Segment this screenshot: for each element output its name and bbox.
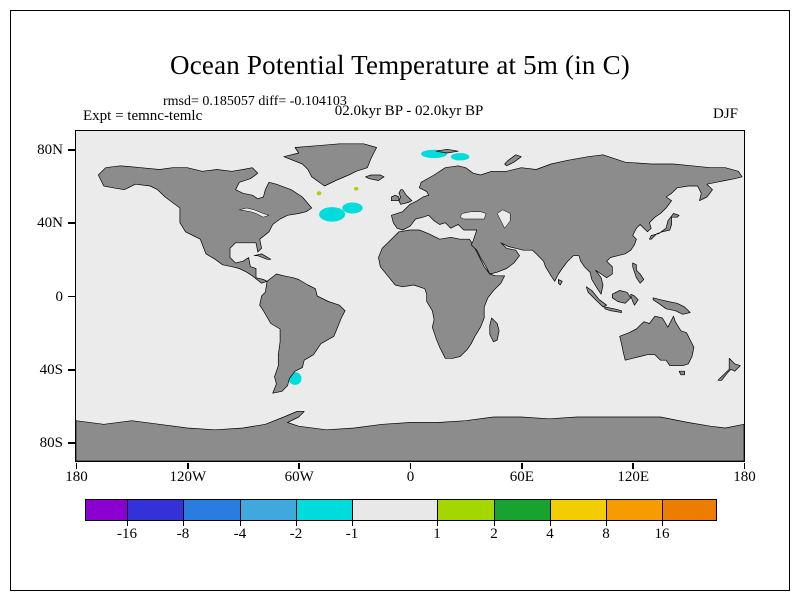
lon-tick — [632, 463, 634, 469]
lat-tick-label: 40S — [39, 361, 63, 378]
lon-tick-label: 0 — [406, 469, 415, 485]
landmass — [391, 194, 400, 202]
landmass — [489, 317, 500, 343]
landmass — [619, 315, 695, 367]
lon-tick-label: 60W — [284, 469, 314, 485]
anomaly-patch — [342, 202, 363, 214]
colorbar-tick-label: 2 — [490, 526, 498, 542]
colorbar-tick — [493, 521, 495, 526]
latitude-axis: 80N 40N 0 40S 80S — [0, 0, 69, 600]
colorbar-segment — [297, 500, 353, 520]
lon-tick-label: 180 — [733, 469, 756, 485]
colorbar-segment — [663, 500, 716, 520]
lon-tick — [298, 463, 300, 469]
world-map-svg — [76, 131, 744, 461]
period-label: 02.0kyr BP - 02.0kyr BP — [334, 103, 484, 119]
colorbar-segment — [184, 500, 241, 520]
lon-tick — [743, 463, 746, 469]
colorbar-tick — [239, 521, 241, 526]
lat-tick — [68, 369, 75, 371]
landmass — [253, 253, 272, 260]
lat-tick-label: 80N — [37, 141, 63, 158]
lat-tick — [68, 222, 75, 224]
lon-tick — [75, 463, 78, 469]
lon-tick — [187, 463, 189, 469]
colorbar-tick — [182, 521, 184, 526]
experiment-label: Expt = temnc-temlc — [83, 108, 203, 124]
landmass — [649, 213, 680, 240]
landmass — [365, 174, 385, 181]
inland-sea — [459, 211, 487, 220]
colorbar-segment — [128, 500, 184, 520]
anomaly-patch — [316, 191, 322, 196]
colorbar — [85, 499, 717, 521]
map-frame — [75, 130, 745, 462]
lon-tick-label: 180 — [65, 469, 88, 485]
colorbar-tick-label: -1 — [345, 526, 359, 542]
colorbar-segment — [607, 500, 663, 520]
landmass — [378, 229, 505, 359]
colorbar-tick-label: 16 — [654, 526, 670, 542]
landmass — [398, 189, 413, 205]
longitude-axis: 180 120W 60W 0 60E 120E 180 — [0, 469, 800, 489]
colorbar-segment — [495, 500, 551, 520]
lon-tick-label: 120E — [617, 469, 649, 485]
lat-tick — [68, 442, 75, 444]
colorbar-tick-label: -4 — [233, 526, 247, 542]
landmass — [585, 286, 608, 308]
landmass — [632, 262, 645, 284]
lat-tick-label: 40N — [37, 215, 63, 232]
colorbar-tick-label: -16 — [117, 526, 137, 542]
landmass — [97, 165, 313, 284]
colorbar-tick — [126, 521, 128, 526]
landmass — [678, 370, 685, 376]
landmass — [504, 154, 522, 167]
lat-tick-label: 80S — [39, 435, 63, 452]
landmass — [604, 306, 622, 313]
season-label: DJF — [712, 106, 738, 122]
colorbar-tick-label: -2 — [289, 526, 303, 542]
colorbar-tick-label: 4 — [546, 526, 554, 542]
lat-tick — [68, 295, 75, 298]
landmass — [76, 411, 744, 461]
colorbar-segment — [353, 500, 438, 520]
anomaly-patch — [450, 153, 470, 161]
colorbar-segment — [241, 500, 297, 520]
inland-sea — [496, 209, 511, 229]
landmass — [652, 297, 691, 315]
landmass — [391, 154, 743, 295]
anomaly-patch — [319, 207, 346, 222]
landmass — [630, 293, 639, 306]
lat-tick — [68, 149, 75, 151]
colorbar-segment — [438, 500, 495, 520]
landmass — [717, 357, 741, 381]
colorbar-tick-labels: -16 -8 -4 -2 -1 1 2 4 8 16 — [85, 526, 715, 544]
inland-sea — [239, 207, 270, 218]
colorbar-tick — [661, 521, 663, 526]
lon-tick — [521, 463, 523, 469]
lon-tick-label: 60E — [509, 469, 534, 485]
colorbar-tick-label: 1 — [433, 526, 441, 542]
lon-tick — [409, 463, 412, 469]
plot-title: Ocean Potential Temperature at 5m (in C) — [170, 50, 630, 80]
lat-tick-label: 0 — [55, 288, 64, 305]
colorbar-segment — [551, 500, 607, 520]
colorbar-tick-label: -8 — [176, 526, 190, 542]
colorbar-tick — [295, 521, 297, 526]
colorbar-tick — [549, 521, 551, 526]
landmass — [259, 273, 346, 394]
rmsd-diff-stats: rmsd= 0.185057 diff= -0.104103 — [163, 94, 347, 109]
colorbar-tick — [605, 521, 607, 526]
landmass — [283, 143, 377, 187]
anomaly-patch — [354, 187, 359, 191]
colorbar-segment — [86, 500, 128, 520]
colorbar-tick — [436, 521, 438, 526]
colorbar-tick-label: 8 — [602, 526, 610, 542]
landmass — [435, 148, 459, 154]
landmass — [611, 290, 632, 304]
colorbar-tick — [351, 521, 353, 526]
landmass — [558, 279, 563, 286]
lon-tick-label: 120W — [169, 469, 207, 485]
